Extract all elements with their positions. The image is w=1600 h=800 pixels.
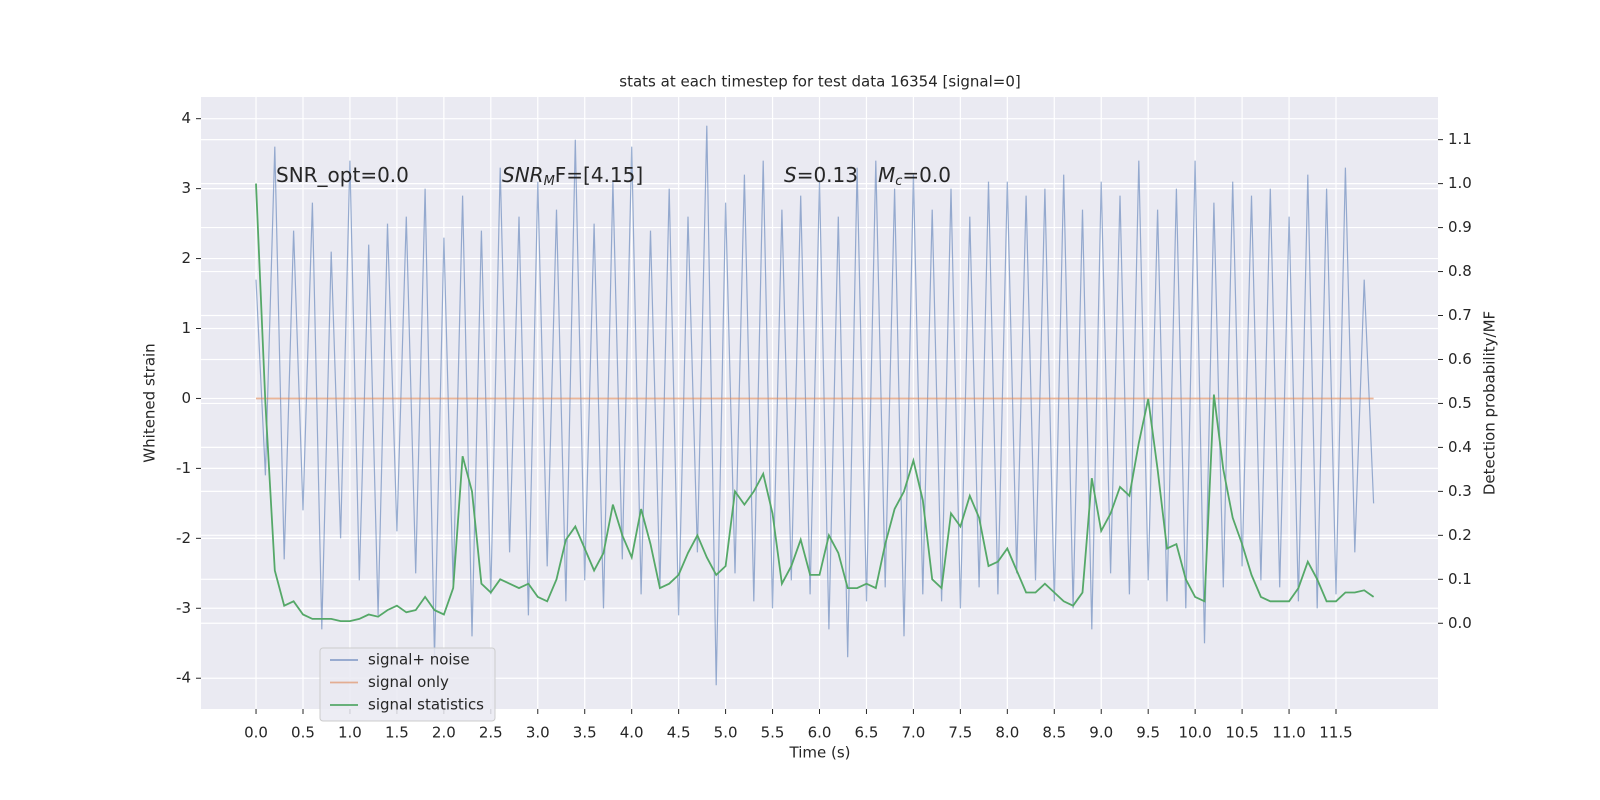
chart-title: stats at each timestep for test data 163… bbox=[619, 73, 1020, 91]
marks-layer bbox=[255, 125, 1375, 686]
x-tick-label: 0.5 bbox=[291, 724, 315, 742]
x-tick-label: 3.5 bbox=[573, 724, 597, 742]
x-tick-label: 11.5 bbox=[1319, 724, 1352, 742]
x-tick-label: 5.5 bbox=[761, 724, 785, 742]
y-axis-label: Whitened strain bbox=[141, 343, 159, 462]
annotation: SNRMF=[4.15] bbox=[502, 163, 643, 189]
x-tick-label: 7.5 bbox=[948, 724, 972, 742]
y2-tick-label: 0.7 bbox=[1448, 306, 1472, 324]
x-tick-label: 8.0 bbox=[995, 724, 1019, 742]
x-tick-label: 2.5 bbox=[479, 724, 503, 742]
annotation: Mc=0.0 bbox=[878, 163, 951, 189]
y2-tick-label: 1.0 bbox=[1448, 174, 1472, 192]
annotation-tail: F=[4.15] bbox=[555, 163, 643, 187]
annotation: S=0.13 bbox=[784, 163, 858, 187]
y2-tick-label: 0.1 bbox=[1448, 570, 1472, 588]
annotation: SNR_opt=0.0 bbox=[276, 163, 409, 187]
x-tick-label: 10.0 bbox=[1178, 724, 1211, 742]
x-tick-label: 3.0 bbox=[526, 724, 550, 742]
x-tick-label: 5.0 bbox=[714, 724, 738, 742]
x-tick-label: 7.0 bbox=[901, 724, 925, 742]
x-tick-label: 2.0 bbox=[432, 724, 456, 742]
legend-label: signal statistics bbox=[368, 696, 484, 714]
x-axis-label: Time (s) bbox=[789, 744, 851, 762]
foreground-layer: 0.0 0.5 1.0 1.5 2.0 2.5 3.0 3.5 4.0 4.5 5.0 5.5 6.0 6… bbox=[176, 109, 1472, 741]
y2-tick-label: 0.5 bbox=[1448, 394, 1472, 412]
annotation-tail: =0.0 bbox=[902, 163, 951, 187]
x-tick-label: 1.5 bbox=[385, 724, 409, 742]
y-tick-label: -3 bbox=[176, 599, 191, 617]
y-tick-label: 2 bbox=[181, 249, 191, 267]
y2-tick-label: 0.2 bbox=[1448, 526, 1472, 544]
y-tick-label: 3 bbox=[181, 179, 191, 197]
y2-tick-label: 0.9 bbox=[1448, 218, 1472, 236]
y-tick-label: -2 bbox=[176, 529, 191, 547]
y2-tick-label: 0.0 bbox=[1448, 614, 1472, 632]
annotation-sub: c bbox=[895, 174, 902, 189]
y2-tick-label: 0.3 bbox=[1448, 482, 1472, 500]
annotation-italic: SNR bbox=[502, 163, 544, 187]
y2-tick-label: 1.1 bbox=[1448, 130, 1472, 148]
y2-axis-label: Detection probability/MF bbox=[1481, 311, 1499, 495]
grid-layer bbox=[201, 97, 1438, 709]
y2-tick-label: 0.8 bbox=[1448, 262, 1472, 280]
annotation-sub: M bbox=[544, 174, 555, 189]
x-tick-label: 4.0 bbox=[620, 724, 644, 742]
series-line bbox=[255, 125, 1375, 686]
annotation-italic: S bbox=[784, 163, 797, 187]
y-tick-label: -1 bbox=[176, 459, 191, 477]
x-tick-label: 6.5 bbox=[855, 724, 879, 742]
x-tick-label: 11.0 bbox=[1272, 724, 1305, 742]
x-tick-label: 0.0 bbox=[244, 724, 268, 742]
x-tick-label: 9.0 bbox=[1089, 724, 1113, 742]
y-tick-label: -4 bbox=[176, 669, 191, 687]
y-tick-label: 1 bbox=[181, 319, 191, 337]
y-tick-label: 4 bbox=[181, 109, 191, 127]
series-line bbox=[255, 183, 1375, 622]
x-tick-label: 10.5 bbox=[1225, 724, 1258, 742]
x-tick-label: 4.5 bbox=[667, 724, 691, 742]
x-tick-label: 9.5 bbox=[1136, 724, 1160, 742]
y-tick-label: 0 bbox=[181, 389, 191, 407]
annotation-italic: M bbox=[878, 163, 895, 187]
legend-label: signal only bbox=[368, 673, 449, 691]
x-tick-label: 8.5 bbox=[1042, 724, 1066, 742]
y2-tick-label: 0.4 bbox=[1448, 438, 1472, 456]
y2-tick-label: 0.6 bbox=[1448, 350, 1472, 368]
annotation-tail: =0.13 bbox=[797, 163, 858, 187]
x-tick-label: 6.0 bbox=[808, 724, 832, 742]
annotation-text: SNR_opt=0.0 bbox=[276, 163, 409, 187]
legend-box bbox=[319, 647, 496, 722]
x-tick-label: 1.0 bbox=[338, 724, 362, 742]
legend-label: signal+ noise bbox=[368, 651, 470, 669]
